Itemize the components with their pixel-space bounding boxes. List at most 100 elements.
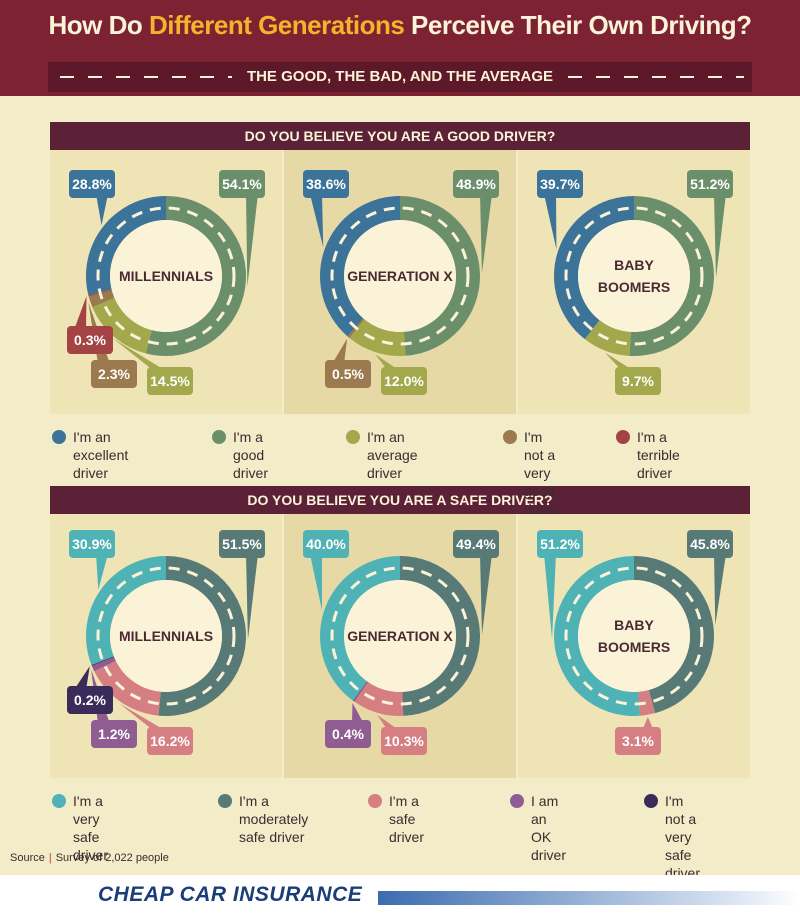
legend-swatch [52,430,66,444]
generation-label-line: MILLENNIALS [119,628,213,644]
donut-slice [638,690,656,716]
data-label: 9.7% [622,373,654,389]
legend-label-line1: I'm not a very [524,429,556,481]
donut-slice [91,656,115,666]
callout-box [381,367,427,395]
lane-dashes [564,566,704,706]
data-label: 30.9% [72,536,112,552]
callout-box [303,530,349,558]
brand-logo[interactable]: CHEAP CAR INSURANCE [98,883,363,906]
lane-dashes [96,206,236,346]
data-label: 12.0% [384,373,424,389]
callout-box [325,720,371,748]
data-label: 0.5% [332,366,364,382]
source-label: Source [10,852,45,864]
legend-item: I'm a good driver [212,428,268,482]
legend-swatch [212,430,226,444]
callout-box [615,367,661,395]
lane-dashes [564,206,704,346]
callout-pointer [480,194,492,274]
callout-pointer [96,554,108,590]
callout-box [91,720,137,748]
callout-box [453,170,499,198]
section-safe-title: DO YOU BELIEVE YOU ARE A SAFE DRIVER? [247,492,553,508]
subtitle-dashes-right [568,76,744,78]
data-label: 14.5% [150,373,190,389]
generation-label-line: GENERATION X [347,628,453,644]
donut-center [578,220,690,332]
donut-slice [554,556,640,716]
donut-slice [553,196,634,340]
generation-label: BABY BOOMERS [598,617,670,655]
generation-label-line: GENERATION X [347,268,453,284]
callout-pointer [544,554,556,639]
legend-label: I am an OK driver [531,793,567,863]
donut-center [344,580,456,692]
callout-box [537,530,583,558]
legend-label-line1: I'm not a very [665,793,697,845]
callout-pointer [310,194,324,248]
callout-pointer [112,338,166,371]
donut-center [110,580,222,692]
subtitle-bar: THE GOOD, THE BAD, AND THE AVERAGE [48,62,752,92]
legend-swatch [346,430,360,444]
callout-pointer [605,352,634,371]
callout-box [219,170,265,198]
callout-box [147,367,193,395]
brand-logo-stripe [378,891,800,905]
legend-item: I'm a terrible driver [616,428,680,482]
callout-pointer [310,554,323,611]
section-good-title: DO YOU BELIEVE YOU ARE A GOOD DRIVER? [244,128,556,144]
callout-pointer [480,554,492,635]
callout-pointer [246,554,258,640]
legend-item: I'm a very safe driver [52,792,108,864]
legend-label: I'm a moderately safe driver [239,792,308,846]
donut-slice [634,556,715,714]
data-label: 16.2% [150,733,190,749]
callout-pointer [246,194,258,287]
source-text: Survey of 2,022 people [55,852,169,864]
data-label: 1.2% [98,726,130,742]
callout-pointer [332,338,348,364]
lane-dashes [330,206,470,346]
legend-label: I'm not a very safe driver [665,792,700,882]
generation-label-line: BOOMERS [598,639,670,655]
legend-item: I'm an excellent driver [52,428,128,482]
generation-label: GENERATION X [347,268,453,284]
generation-label: MILLENNIALS [119,268,213,284]
callout-box [147,727,193,755]
legend-item: I'm an average driver [346,428,418,482]
legend-swatch [503,430,517,444]
callout-pointer [119,703,166,731]
source-note: Source | Survey of 2,022 people [10,852,169,864]
generation-label: BABY BOOMERS [598,257,670,295]
legend-label: I'm not a very good driver [524,428,559,518]
donut-center [344,220,456,332]
callout-pointer [74,296,87,330]
callout-box [615,727,661,755]
callout-box [303,170,349,198]
data-label: 51.5% [222,536,262,552]
data-label: 40.0% [306,536,346,552]
legend-label: I'm a safe driver [389,793,425,845]
data-label: 54.1% [222,176,262,192]
generation-label-line: BABY [614,257,654,273]
legend-item: I am an OK driver [510,792,566,864]
section-good-bar: DO YOU BELIEVE YOU ARE A GOOD DRIVER? [50,122,750,150]
legend-swatch [616,430,630,444]
lane-dashes [330,566,470,706]
subtitle: THE GOOD, THE BAD, AND THE AVERAGE [246,68,554,85]
legend-item: I'm not a very safe driver [644,792,700,882]
data-label: 45.8% [690,536,730,552]
donut-slice [85,556,166,665]
callout-pointer [714,194,726,279]
legend-item: I'm a safe driver [368,792,424,846]
page-title: How Do Different Generations Perceive Th… [0,10,800,41]
callout-box [381,727,427,755]
subtitle-dashes-left [60,76,232,78]
legend-label: I'm a good driver [233,429,269,481]
donut-slice [91,656,116,672]
donut-slice [354,682,404,717]
